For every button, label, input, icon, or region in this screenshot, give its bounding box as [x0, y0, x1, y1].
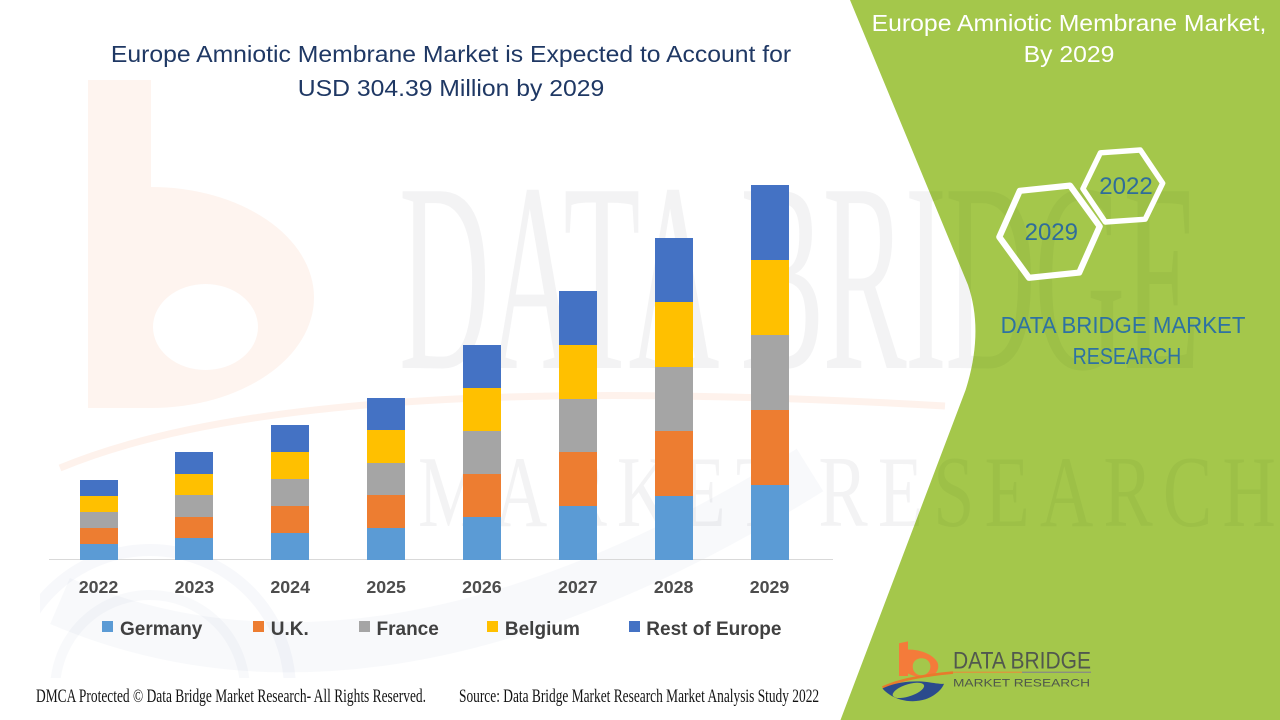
svg-text:DATA BRIDGE: DATA BRIDGE [953, 647, 1091, 674]
svg-text:MARKET RESEARCH: MARKET RESEARCH [953, 677, 1090, 689]
